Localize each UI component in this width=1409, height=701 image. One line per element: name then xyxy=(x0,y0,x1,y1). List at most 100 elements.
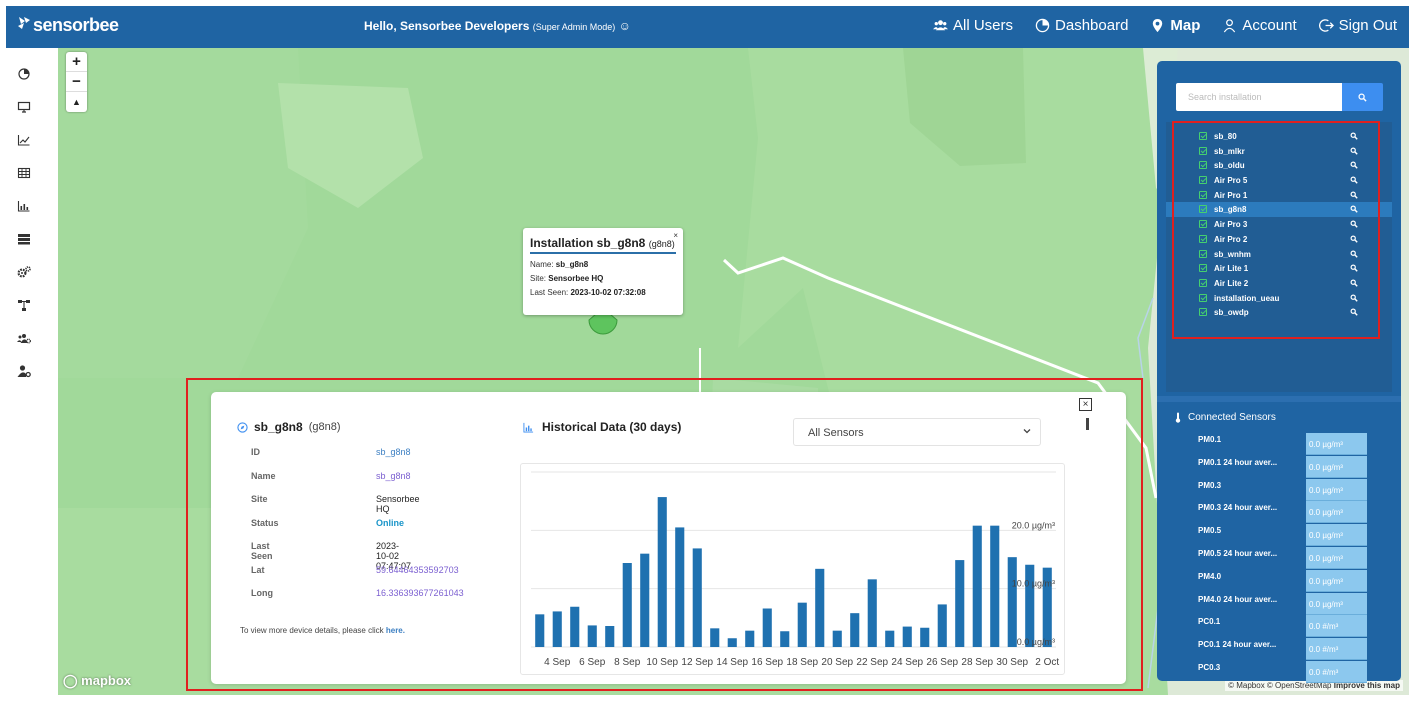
checkbox[interactable] xyxy=(1199,205,1207,214)
chart-bar[interactable] xyxy=(622,563,632,647)
search-icon[interactable] xyxy=(1350,308,1358,316)
chart-bar[interactable] xyxy=(867,579,877,647)
table-icon[interactable] xyxy=(17,166,31,180)
installation-item[interactable]: sb_mlkr xyxy=(1166,144,1392,159)
sensor-row[interactable]: PM0.1 24 hour aver... 0.0 µg/m³ xyxy=(1157,455,1401,479)
checkbox[interactable] xyxy=(1199,146,1207,155)
chart-bar[interactable] xyxy=(955,560,965,647)
checkbox[interactable] xyxy=(1199,220,1207,229)
sensor-row[interactable]: PM4.0 0.0 µg/m³ xyxy=(1157,569,1401,593)
chart-bar[interactable] xyxy=(885,630,895,647)
close-panel-button[interactable]: × xyxy=(1079,398,1092,411)
search-icon[interactable] xyxy=(1350,220,1358,228)
installation-item[interactable]: sb_80 xyxy=(1166,129,1392,144)
checkbox[interactable] xyxy=(1199,264,1207,273)
server-icon[interactable] xyxy=(17,232,31,246)
chart-bar[interactable] xyxy=(815,568,825,647)
checkbox[interactable] xyxy=(1199,161,1207,170)
cogs-icon[interactable] xyxy=(17,265,31,279)
search-icon[interactable] xyxy=(1350,235,1358,243)
nav-account[interactable]: Account xyxy=(1222,17,1297,34)
chart-bar[interactable] xyxy=(745,630,755,647)
search-icon[interactable] xyxy=(1350,264,1358,272)
chart-bar[interactable] xyxy=(552,611,562,647)
chart-bar[interactable] xyxy=(675,527,685,647)
sensor-row[interactable]: PC0.1 24 hour aver... 0.0 #/m³ xyxy=(1157,638,1401,661)
chart-bar[interactable] xyxy=(727,638,737,647)
installation-item[interactable]: Air Pro 2 xyxy=(1166,232,1392,247)
search-icon[interactable] xyxy=(1350,205,1358,214)
monitor-icon[interactable] xyxy=(17,100,31,114)
dashboard-icon[interactable] xyxy=(17,67,31,81)
sensor-row[interactable]: PC0.1 0.0 #/m³ xyxy=(1157,615,1401,638)
chart-bar[interactable] xyxy=(605,626,615,647)
chart-bar[interactable] xyxy=(570,606,580,647)
checkbox[interactable] xyxy=(1199,176,1207,185)
details-value[interactable]: 59.64464353592703 xyxy=(376,564,459,575)
chart-bar[interactable] xyxy=(710,628,720,647)
search-icon[interactable] xyxy=(1350,161,1358,170)
line-chart-icon[interactable] xyxy=(17,133,31,147)
chart-bar[interactable] xyxy=(937,604,947,647)
chart-bar[interactable] xyxy=(535,614,545,647)
nav-dashboard[interactable]: Dashboard xyxy=(1035,17,1128,34)
checkbox[interactable] xyxy=(1199,234,1207,243)
chart-bar[interactable] xyxy=(762,608,772,648)
installation-item[interactable]: Air Pro 3 xyxy=(1166,217,1392,232)
installation-item[interactable]: Air Lite 2 xyxy=(1166,276,1392,291)
zoom-out-button[interactable]: − xyxy=(66,72,87,92)
improve-map-link[interactable]: Improve this map xyxy=(1333,681,1400,690)
popup-close-button[interactable]: × xyxy=(673,231,678,240)
chart-bar[interactable] xyxy=(990,525,1000,647)
installation-item[interactable]: sb_wnhm xyxy=(1166,247,1392,262)
chart-bar[interactable] xyxy=(1007,557,1017,647)
chart-bar[interactable] xyxy=(920,627,930,647)
installation-item[interactable]: sb_g8n8 xyxy=(1166,202,1392,218)
search-icon[interactable] xyxy=(1350,294,1358,302)
sensor-row[interactable]: PM0.1 0.0 µg/m³ xyxy=(1157,433,1401,456)
chart-bar[interactable] xyxy=(832,630,842,647)
sensor-row[interactable]: PM0.3 24 hour aver... 0.0 µg/m³ xyxy=(1157,501,1401,524)
chart-bar[interactable] xyxy=(797,602,807,647)
user-settings-icon[interactable] xyxy=(17,364,31,378)
installation-item[interactable]: Air Pro 5 xyxy=(1166,173,1392,188)
search-button[interactable] xyxy=(1342,83,1383,111)
chart-bar[interactable] xyxy=(850,613,860,647)
chart-bar[interactable] xyxy=(1025,564,1035,647)
checkbox[interactable] xyxy=(1199,249,1207,258)
installation-item[interactable]: installation_ueau xyxy=(1166,291,1392,306)
chart-bar[interactable] xyxy=(657,497,667,647)
mapbox-logo[interactable]: ◯ mapbox xyxy=(63,673,132,688)
sensor-row[interactable]: PM0.5 24 hour aver... 0.0 µg/m³ xyxy=(1157,546,1401,570)
checkbox[interactable] xyxy=(1199,278,1207,287)
more-details-link[interactable]: here. xyxy=(385,626,405,635)
search-icon[interactable] xyxy=(1350,147,1358,155)
checkbox[interactable] xyxy=(1199,132,1207,140)
sensor-row[interactable]: PM4.0 24 hour aver... 0.0 µg/m³ xyxy=(1157,592,1401,616)
chart-bar[interactable] xyxy=(902,626,912,647)
sensor-row[interactable]: PM0.5 0.0 µg/m³ xyxy=(1157,524,1401,547)
search-icon[interactable] xyxy=(1350,250,1358,258)
sensor-row[interactable]: PC0.3 0.0 #/m³ xyxy=(1157,660,1401,684)
search-installation-input[interactable]: Search installation xyxy=(1176,83,1342,111)
attribution-text[interactable]: © Mapbox © OpenStreetMap xyxy=(1228,681,1332,690)
bar-chart-icon[interactable] xyxy=(17,199,31,213)
details-value[interactable]: 16.336393677261043 xyxy=(376,588,464,598)
chart-bar[interactable] xyxy=(587,625,597,647)
details-value[interactable]: sb_g8n8 xyxy=(376,447,411,457)
chart-bar[interactable] xyxy=(1042,567,1052,647)
details-value[interactable]: sb_g8n8 xyxy=(376,470,411,481)
search-icon[interactable] xyxy=(1350,132,1358,140)
chart-bar[interactable] xyxy=(692,548,702,647)
nav-sign-out[interactable]: Sign Out xyxy=(1318,17,1397,34)
sensor-row[interactable]: PM0.3 0.0 µg/m³ xyxy=(1157,478,1401,502)
installation-item[interactable]: sb_oldu xyxy=(1166,158,1392,173)
installation-item[interactable]: Air Pro 1 xyxy=(1166,188,1392,203)
network-icon[interactable] xyxy=(17,298,31,312)
nav-map[interactable]: Map xyxy=(1150,17,1200,34)
checkbox[interactable] xyxy=(1199,293,1207,302)
installation-item[interactable]: sb_owdp xyxy=(1166,305,1392,320)
installation-item[interactable]: Air Lite 1 xyxy=(1166,261,1392,276)
checkbox[interactable] xyxy=(1199,190,1207,199)
checkbox[interactable] xyxy=(1199,308,1207,317)
